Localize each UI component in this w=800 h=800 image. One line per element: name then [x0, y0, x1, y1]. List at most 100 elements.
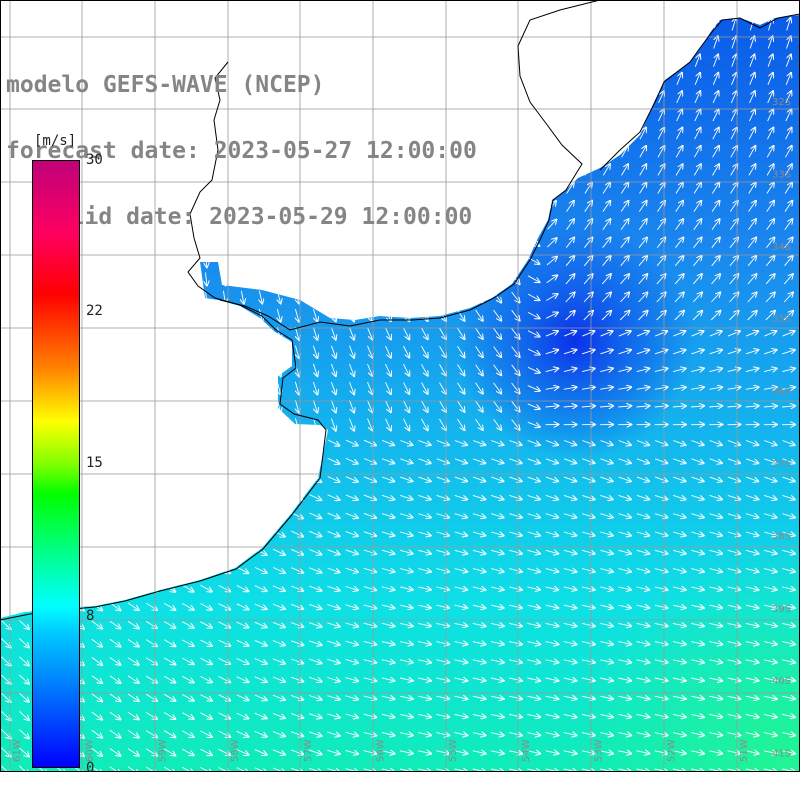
wind-arrow	[748, 164, 756, 176]
wind-arrow	[745, 494, 758, 499]
wind-arrow	[454, 440, 467, 446]
wind-arrow	[600, 587, 613, 590]
wind-arrow	[295, 381, 299, 395]
wind-arrow	[693, 164, 701, 176]
wind-arrow	[400, 458, 412, 463]
wind-arrow	[618, 440, 631, 446]
wind-arrow	[785, 55, 791, 67]
wind-arrow	[602, 238, 611, 248]
wind-arrow	[727, 458, 740, 463]
wind-arrow	[349, 418, 355, 431]
wind-arrow	[582, 350, 594, 355]
wind-arrow	[381, 623, 395, 626]
wind-arrow	[109, 620, 121, 628]
wind-arrow	[475, 418, 483, 430]
wind-arrow	[763, 406, 777, 407]
wind-arrow	[765, 292, 775, 303]
wind-arrow	[730, 128, 737, 140]
wind-arrow	[782, 623, 795, 626]
wind-arrow	[545, 331, 558, 337]
wind-arrow	[764, 458, 776, 463]
wind-arrow	[636, 642, 650, 645]
wind-arrow	[327, 439, 340, 446]
wind-arrow	[618, 476, 631, 481]
wind-arrow	[691, 440, 704, 446]
wind-arrow	[767, 128, 773, 140]
wind-arrow	[254, 603, 267, 609]
wind-arrow	[676, 109, 683, 122]
wind-arrow	[745, 440, 758, 446]
wind-arrow	[418, 550, 431, 553]
wind-arrow	[654, 642, 668, 645]
wind-arrow	[763, 550, 777, 553]
wind-arrow	[654, 550, 668, 553]
wind-arrow	[636, 350, 649, 355]
lon-label: 60W	[85, 739, 96, 762]
wind-arrow	[454, 494, 467, 499]
wind-arrow	[673, 331, 685, 337]
wind-arrow	[636, 550, 650, 553]
wind-arrow	[676, 91, 682, 104]
wind-arrow	[182, 639, 193, 646]
wind-arrow	[527, 440, 540, 446]
wind-arrow	[290, 603, 303, 609]
wind-arrow	[436, 642, 449, 645]
wind-arrow	[565, 274, 575, 285]
wind-arrow	[749, 91, 755, 104]
wind-arrow	[675, 146, 682, 158]
wind-arrow	[731, 36, 736, 49]
wind-arrow	[654, 569, 668, 572]
wind-arrow	[601, 274, 611, 285]
wind-arrow	[638, 311, 647, 321]
wind-arrow	[566, 219, 574, 230]
wind-arrow	[327, 457, 340, 464]
wind-arrow	[730, 164, 738, 176]
wind-arrow	[545, 569, 559, 572]
wind-arrow	[509, 440, 522, 446]
wind-arrow	[727, 350, 740, 355]
wind-arrow	[748, 146, 755, 158]
wind-arrow	[472, 623, 486, 626]
wind-arrow	[582, 440, 594, 446]
wind-arrow	[748, 201, 756, 212]
wind-arrow	[620, 274, 630, 285]
wind-arrow	[454, 605, 468, 608]
wind-arrow	[581, 406, 595, 407]
wind-arrow	[200, 639, 212, 646]
wind-arrow	[729, 219, 738, 230]
wind-arrow	[600, 350, 612, 355]
wind-arrow	[163, 621, 175, 629]
wind-arrow	[439, 364, 447, 375]
wind-arrow	[747, 256, 756, 267]
wind-arrow	[565, 238, 574, 248]
wind-arrow	[545, 587, 559, 590]
wind-arrow	[763, 368, 777, 371]
lon-label: 58W	[230, 739, 241, 762]
wind-arrow	[509, 642, 522, 645]
wind-arrow	[710, 311, 720, 321]
wind-arrow	[472, 605, 486, 608]
wind-arrow	[748, 219, 756, 230]
wind-arrow	[745, 532, 758, 536]
wind-arrow	[712, 109, 719, 122]
lon-label: 61W	[12, 739, 23, 762]
wind-arrow	[381, 458, 394, 464]
wind-arrow	[363, 587, 376, 591]
wind-arrow	[709, 569, 723, 572]
wind-arrow	[0, 619, 10, 629]
wind-arrow	[312, 400, 317, 412]
wind-arrow	[691, 387, 704, 389]
wind-arrow	[241, 290, 243, 304]
wind-arrow	[709, 514, 722, 518]
wind-arrow	[454, 569, 468, 572]
wind-arrow	[600, 494, 612, 499]
wind-arrow	[527, 623, 540, 626]
wind-arrow	[711, 201, 719, 212]
wind-arrow	[399, 587, 413, 590]
wind-arrow	[475, 400, 483, 412]
wind-arrow	[527, 403, 540, 409]
wind-arrow	[712, 128, 719, 140]
wind-arrow	[654, 406, 668, 407]
wind-arrow	[527, 605, 541, 608]
wind-arrow	[545, 440, 558, 446]
